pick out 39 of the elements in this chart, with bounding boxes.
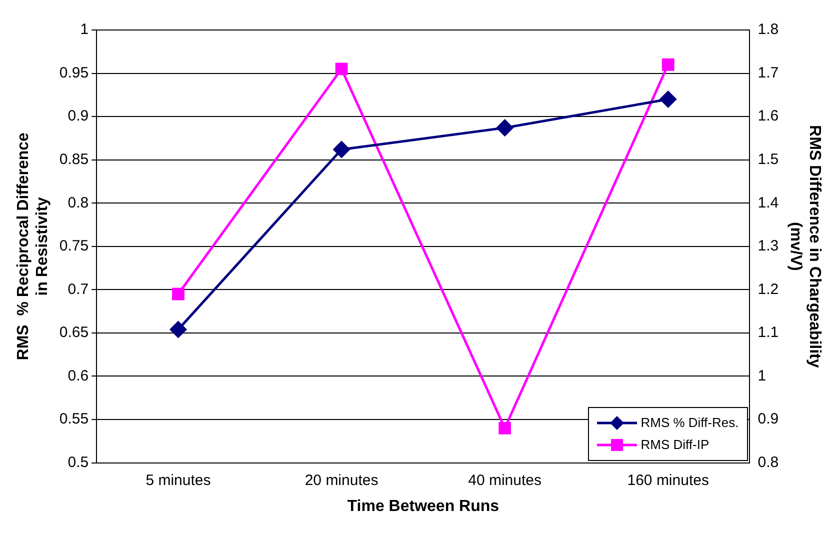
point <box>498 422 512 434</box>
y2-tick-label: 1.7 <box>758 64 779 82</box>
y2-tick-label: 0.8 <box>758 454 779 471</box>
y2-tick-label: 1.5 <box>758 150 779 168</box>
point <box>660 91 676 108</box>
y-tick-label: 0.95 <box>59 64 89 82</box>
point <box>662 58 674 71</box>
legend-label: RMS Diff-IP <box>640 436 710 454</box>
y2-tick-label: 1.2 <box>758 280 779 298</box>
y-tick-label: 0.5 <box>68 454 89 471</box>
y2-tick-label: 1.4 <box>758 194 779 212</box>
point <box>333 141 350 158</box>
y-tick-label: 0.85 <box>59 150 89 168</box>
y2-tick-label: 1 <box>758 367 766 384</box>
y-tick-label: 0.55 <box>59 410 89 428</box>
x-tick-label: 160 minutes <box>627 472 709 489</box>
point <box>170 321 186 338</box>
y2-axis-title: RMS Difference in Chargeability (mv/V) <box>786 125 823 368</box>
legend-label: RMS % Diff-Res. <box>640 414 739 432</box>
y2-tick-label: 1.6 <box>758 108 779 125</box>
x-tick-label: 5 minutes <box>146 472 211 489</box>
y-tick-label: 1 <box>80 21 89 38</box>
x-tick-label: 20 minutes <box>304 472 378 489</box>
y-tick-label: 0.65 <box>59 324 89 342</box>
y2-tick-label: 1.3 <box>758 238 779 255</box>
y-axis-title: RMS % Reciprocal Difference in Resistivity <box>15 132 52 360</box>
point <box>496 120 514 136</box>
y-tick-label: 0.7 <box>68 280 89 298</box>
y2-tick-label: 0.9 <box>758 410 779 428</box>
x-tick-label: 40 minutes <box>468 472 542 489</box>
y-tick-label: 0.8 <box>68 194 89 212</box>
y-tick-label: 0.6 <box>68 367 89 384</box>
point <box>172 288 184 300</box>
y2-tick-label: 1.1 <box>758 324 779 342</box>
y2-tick-label: 1.8 <box>758 21 779 38</box>
x-axis-title: Time Between Runs <box>347 498 500 515</box>
point <box>335 62 348 76</box>
y-tick-label: 0.75 <box>59 238 89 255</box>
y-tick-label: 0.9 <box>68 108 89 125</box>
